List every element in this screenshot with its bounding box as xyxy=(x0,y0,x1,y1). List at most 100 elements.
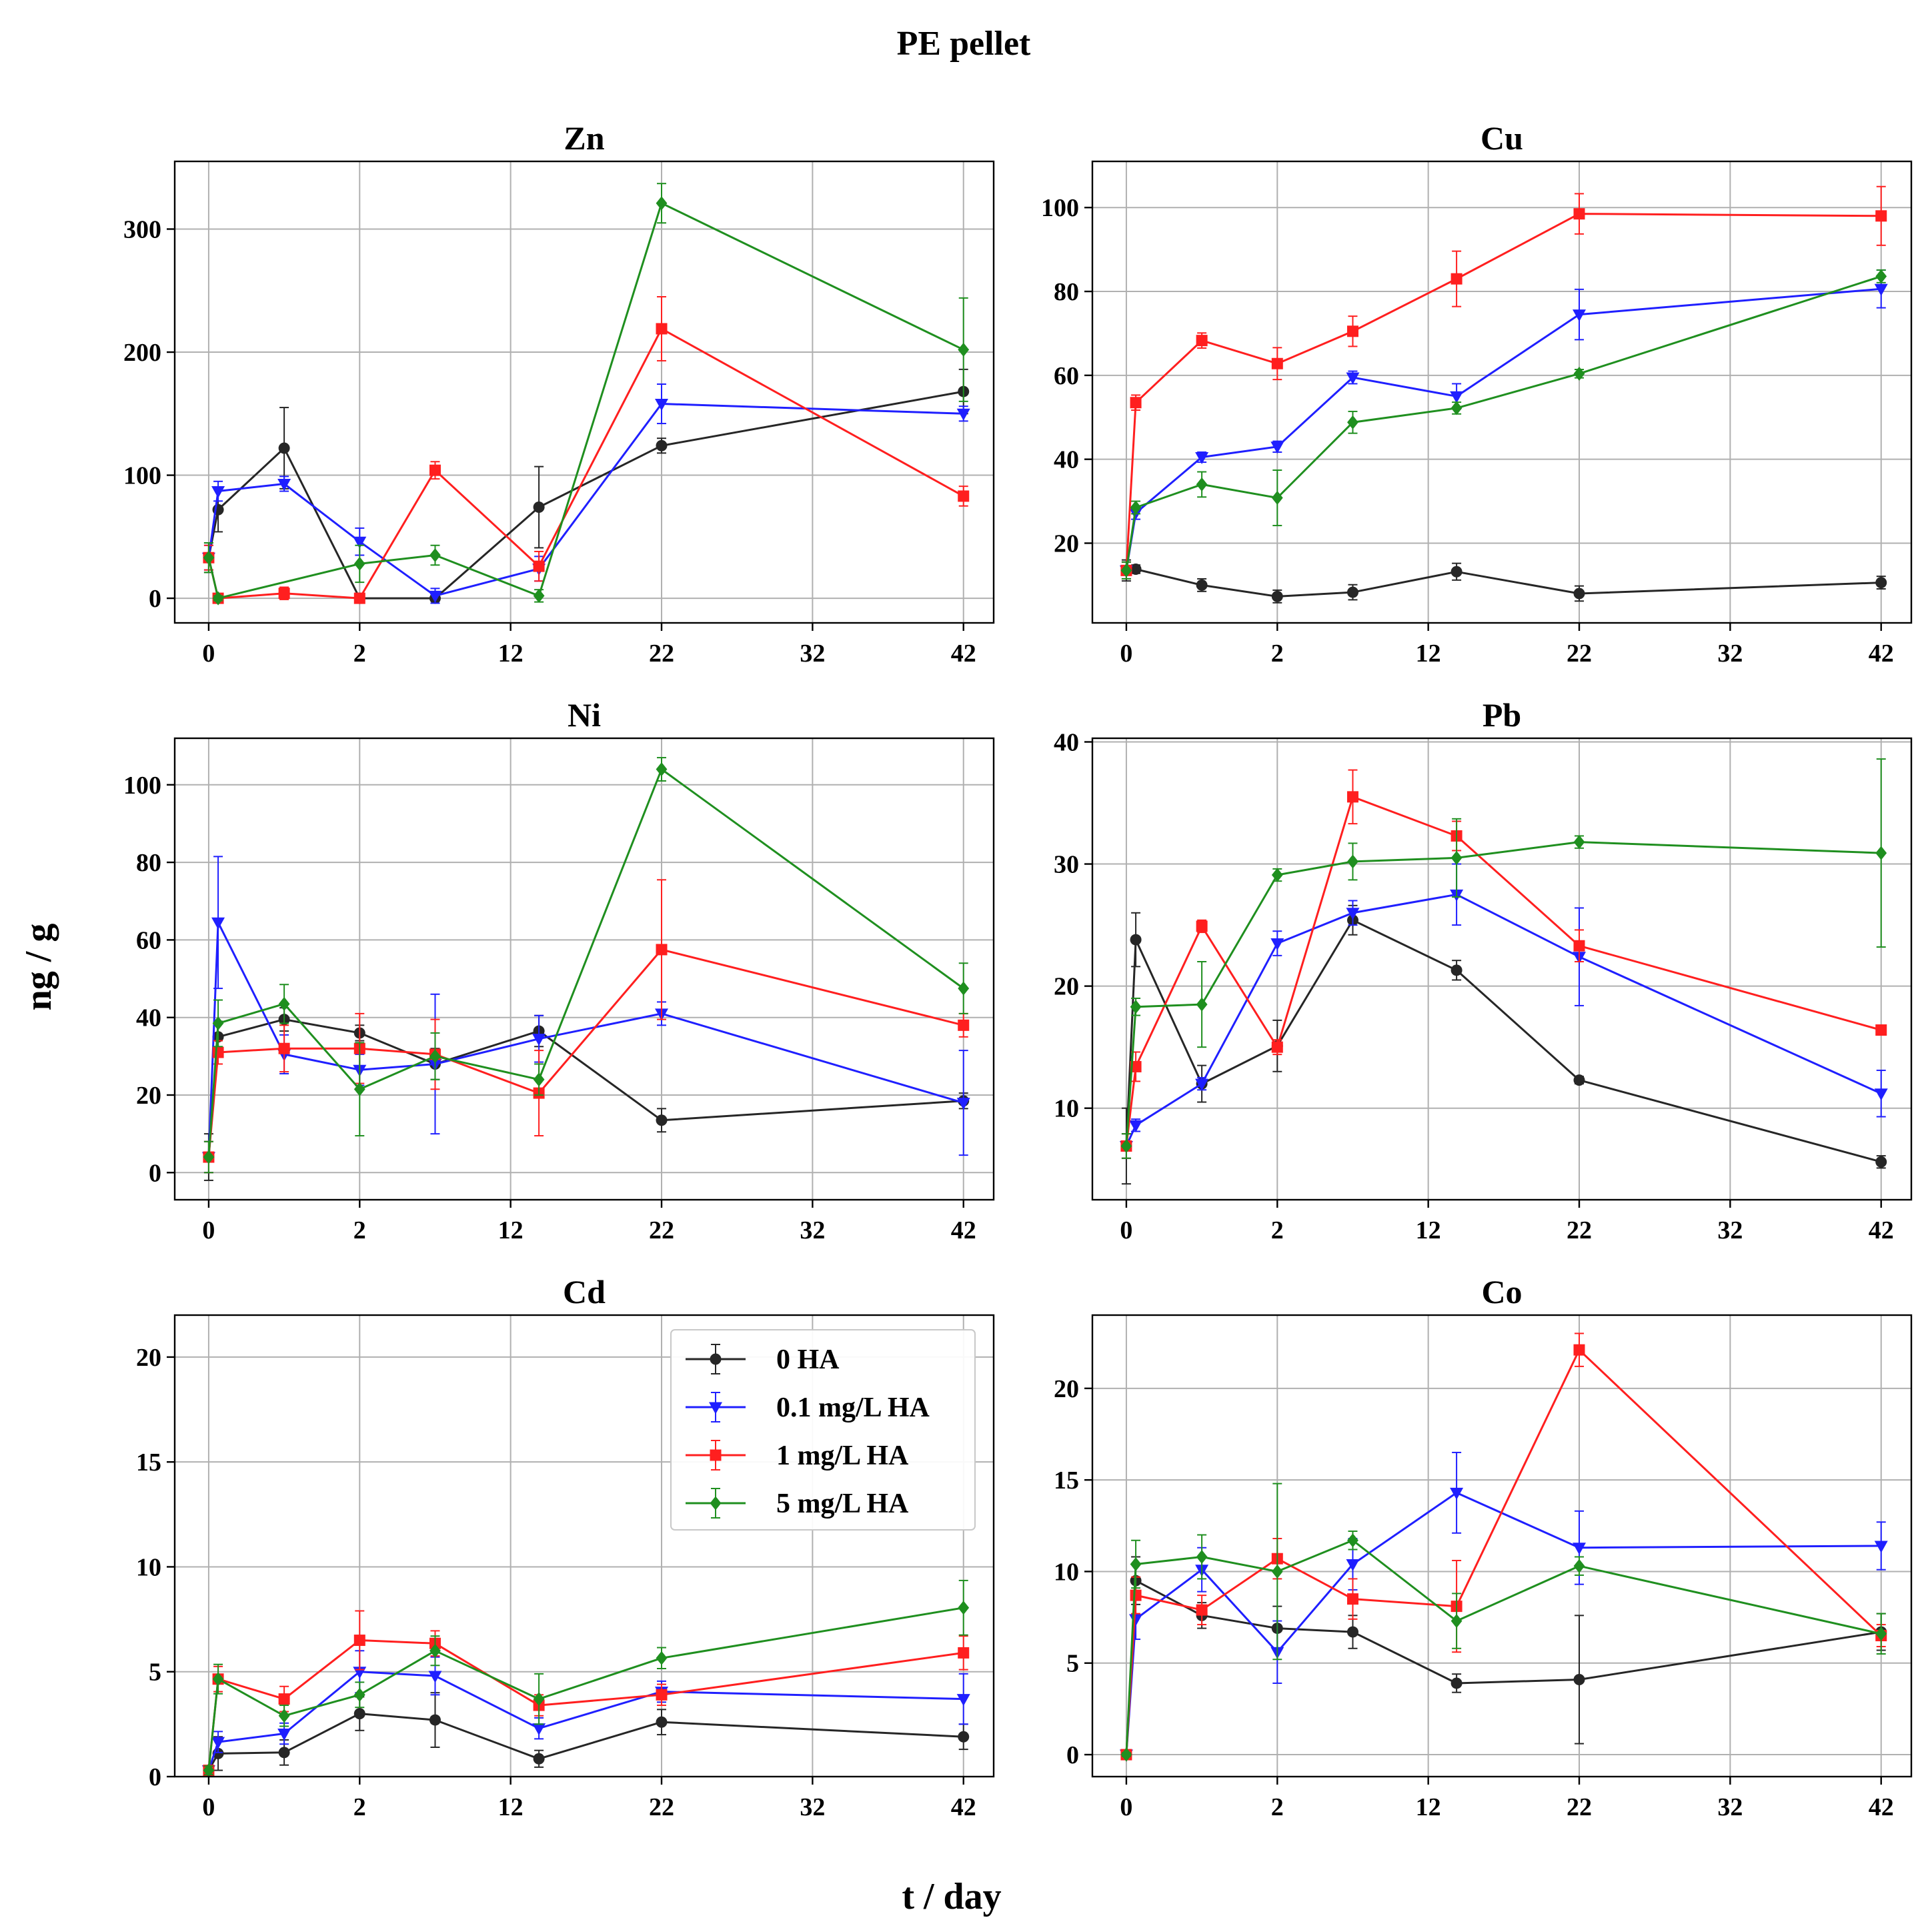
legend-marker xyxy=(710,1496,722,1511)
data-point xyxy=(1451,964,1463,976)
series-line xyxy=(207,403,964,597)
series-line xyxy=(1125,1579,1881,1755)
data-point xyxy=(1874,1088,1888,1101)
data-point xyxy=(1271,491,1283,506)
data-point xyxy=(212,1046,224,1058)
x-tick-label: 12 xyxy=(1416,640,1441,668)
y-tick-label: 0 xyxy=(149,1159,161,1187)
data-point xyxy=(1451,566,1463,578)
series-5-mg-l-ha xyxy=(1120,758,1887,1159)
x-tick-label: 42 xyxy=(951,1793,976,1821)
series-line xyxy=(207,1639,964,1771)
legend: 0 HA 0.1 mg/L HA 1 mg/L HA 5 mg/L HA xyxy=(670,1329,976,1531)
subplot-cd: 0 2 12 22 32 42 0 5 10 15 20 Cd xyxy=(136,1273,995,1821)
data-point xyxy=(278,1709,290,1723)
y-tick-label: 200 xyxy=(123,339,161,367)
data-point xyxy=(958,342,970,357)
data-point xyxy=(429,464,441,476)
data-point xyxy=(353,556,365,571)
data-point xyxy=(353,592,365,604)
y-tick-label: 40 xyxy=(1054,728,1079,756)
data-point xyxy=(1875,1156,1887,1168)
x-tick-label: 22 xyxy=(1567,1216,1592,1244)
y-tick-label: 20 xyxy=(136,1344,161,1372)
y-axis-label: ng / g xyxy=(18,924,59,1011)
legend-marker xyxy=(709,1402,722,1414)
x-tick-label: 2 xyxy=(353,1793,366,1821)
figure-title: PE pellet xyxy=(897,25,1031,63)
y-tick-label: 80 xyxy=(136,849,161,877)
data-point xyxy=(1451,401,1463,415)
data-point xyxy=(1346,908,1360,920)
data-point xyxy=(428,590,442,603)
series-line xyxy=(1125,275,1882,571)
y-tick-label: 60 xyxy=(136,926,161,954)
x-tick-label: 42 xyxy=(951,1216,976,1244)
data-point xyxy=(1450,1487,1464,1500)
data-point xyxy=(1271,357,1283,369)
series-5-mg-l-ha xyxy=(1120,1483,1887,1762)
plot-frame xyxy=(173,160,995,624)
data-point xyxy=(212,1016,224,1030)
data-point xyxy=(353,1687,365,1702)
data-point xyxy=(1875,1627,1887,1641)
data-point xyxy=(1573,208,1585,220)
data-point xyxy=(958,1731,970,1743)
y-tick-label: 60 xyxy=(1054,362,1079,390)
data-point xyxy=(956,408,970,421)
data-point xyxy=(1875,846,1887,860)
series-line xyxy=(207,1713,964,1771)
y-tick-label: 30 xyxy=(1054,851,1079,879)
legend-label: 1 mg/L HA xyxy=(776,1440,909,1471)
data-point xyxy=(1130,934,1142,946)
data-point xyxy=(1573,366,1585,381)
data-point xyxy=(429,1714,441,1726)
data-point xyxy=(1196,335,1208,347)
data-point xyxy=(1573,1074,1585,1086)
y-tick-label: 20 xyxy=(1054,1375,1079,1403)
subplot-title: Pb xyxy=(1483,696,1521,734)
data-point xyxy=(203,1763,215,1778)
subplot-ni: 0 2 12 22 32 42 0 20 40 60 80 100 Ni xyxy=(123,696,995,1244)
y-tick-label: 40 xyxy=(1054,446,1079,474)
series-line xyxy=(1125,1348,1882,1755)
data-point xyxy=(278,1693,290,1705)
data-point xyxy=(1347,415,1358,429)
data-point xyxy=(1451,850,1463,865)
x-tick-label: 32 xyxy=(800,1793,825,1821)
data-point xyxy=(655,399,669,411)
plot-frame xyxy=(173,737,995,1201)
data-point xyxy=(353,1635,365,1647)
x-tick-label: 2 xyxy=(1271,1793,1284,1821)
data-point xyxy=(1196,477,1208,492)
legend-marker xyxy=(710,1449,722,1461)
data-point xyxy=(1130,397,1142,409)
data-point xyxy=(1270,938,1284,951)
series-line xyxy=(1125,213,1881,571)
subplot-title: Co xyxy=(1481,1273,1522,1310)
y-tick-label: 100 xyxy=(1041,194,1079,222)
data-point xyxy=(1450,391,1464,403)
data-point xyxy=(429,1643,441,1658)
series-5-mg-l-ha xyxy=(203,183,970,606)
data-point xyxy=(656,1651,668,1665)
data-point xyxy=(211,917,225,930)
data-point xyxy=(1196,997,1208,1012)
data-point xyxy=(656,439,668,451)
y-tick-label: 5 xyxy=(149,1659,161,1687)
x-tick-label: 42 xyxy=(1869,640,1894,668)
data-point xyxy=(277,1729,291,1741)
x-tick-label: 0 xyxy=(1120,1216,1132,1244)
y-tick-label: 100 xyxy=(123,462,161,490)
subplot-pb: 0 2 12 22 32 42 10 20 30 40 Pb xyxy=(1054,696,1913,1244)
data-point xyxy=(1451,1614,1463,1629)
data-point xyxy=(1346,791,1358,803)
x-tick-label: 22 xyxy=(1567,1793,1592,1821)
data-point xyxy=(1196,579,1208,591)
series-line xyxy=(1125,1491,1881,1755)
x-tick-label: 12 xyxy=(498,640,524,668)
data-point xyxy=(1573,1673,1585,1685)
data-point xyxy=(211,486,225,499)
x-tick-label: 0 xyxy=(202,1216,215,1244)
